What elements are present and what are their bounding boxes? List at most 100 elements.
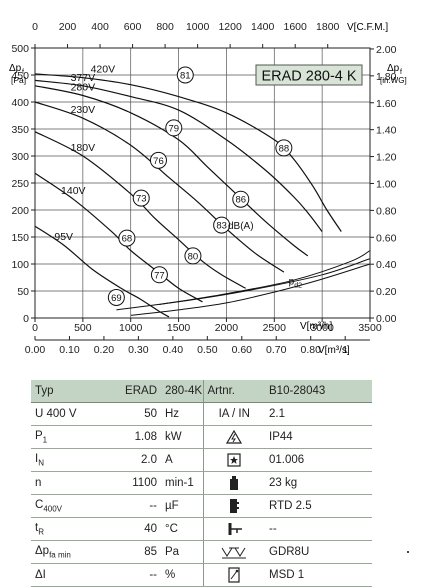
switch-icon xyxy=(225,523,243,535)
x-bottom-tick-label: 1500 xyxy=(167,322,191,334)
x-bottom2-tick-label: 0.00 xyxy=(25,344,46,356)
warning-lightning-icon xyxy=(226,430,243,444)
y-left-tick-label: 350 xyxy=(11,124,29,136)
y-right-tick-label: 0.20 xyxy=(376,286,397,298)
noise-marker-label: 73 xyxy=(136,194,147,205)
noise-marker xyxy=(232,190,250,208)
y-left-tick-label: 450 xyxy=(11,70,29,82)
y-right-tick-label: 0.60 xyxy=(376,232,397,244)
y-right-tick-label: 1.60 xyxy=(376,98,397,110)
ia-in-ratio-icon: IA / IN xyxy=(218,408,250,420)
y-right-tick-label: 1.20 xyxy=(376,152,397,164)
row-unit: Pa xyxy=(161,540,204,564)
table-row: IN 2.0 A 01.006 xyxy=(31,448,372,472)
y-right-tick-label: 0.80 xyxy=(376,205,397,217)
y-right-label-unit: [in.WG] xyxy=(380,76,407,85)
annotation-label: dB(A) xyxy=(228,221,254,232)
x-bottom-tick-label: 0 xyxy=(32,322,38,334)
noise-marker-label: 69 xyxy=(111,293,122,304)
noise-marker xyxy=(132,189,150,207)
fan-curve-95v xyxy=(34,225,170,318)
row-label-sub: 1 xyxy=(42,435,48,445)
table-body: U 400 V 50 Hz IA / IN 2.1 P1 1.08 kW IP44 IN 2.0 A 0… xyxy=(31,402,372,587)
x-top-tick-label: 1000 xyxy=(186,21,210,33)
noise-marker-label: 79 xyxy=(168,123,179,134)
row-icon-cell xyxy=(203,471,265,495)
row-right-value: -- xyxy=(265,517,372,541)
y-right-tick-label: 1.80 xyxy=(376,71,397,83)
y-left-label-dp: Δp xyxy=(9,63,22,74)
y-right-tick-label: 0.40 xyxy=(376,259,397,271)
row-value: -- xyxy=(113,494,161,518)
y-left-label-unit: [Pa] xyxy=(11,75,26,85)
table-header-row: Typ ERAD 280-4K Artnr. B10-28043 xyxy=(31,380,372,403)
row-icon-cell xyxy=(203,448,265,472)
noise-marker-label: 68 xyxy=(122,234,133,245)
row-icon-cell xyxy=(203,540,265,564)
y-left-label-sub: f xyxy=(22,69,24,76)
row-label: ΔI xyxy=(31,563,113,587)
fan-curve-label: 280V xyxy=(71,82,96,94)
dba-curve xyxy=(159,250,371,305)
spec-table: Typ ERAD 280-4K Artnr. B10-28043 U 400 V… xyxy=(31,380,372,587)
row-label: Δpfa min xyxy=(31,540,113,564)
fan-curve-label: 95V xyxy=(54,231,73,243)
fan-curve-label: 230V xyxy=(71,104,96,116)
x-bottom-tick-label: 2000 xyxy=(215,322,239,334)
header-artnr: Artnr. xyxy=(203,380,265,403)
row-label: n xyxy=(31,471,113,495)
noise-marker-label: 80 xyxy=(188,251,199,262)
x-bottom-tick-label: 3500 xyxy=(358,322,382,334)
row-value: 50 xyxy=(113,402,161,426)
noise-marker-label: 81 xyxy=(180,71,191,82)
row-right-value: 23 kg xyxy=(265,471,372,495)
row-icon-cell xyxy=(203,494,265,518)
row-unit: °C xyxy=(161,517,204,541)
thermal-contact-icon xyxy=(227,499,241,513)
x-top-label: V[C.F.M.] xyxy=(347,22,388,33)
row-label-text: C xyxy=(35,498,44,511)
row-label: C400V xyxy=(31,494,113,518)
noise-marker-label: 86 xyxy=(235,195,246,206)
x-bottom-tick-label: 1000 xyxy=(119,322,143,334)
row-label: U 400 V xyxy=(31,402,113,426)
x-bottom2-label: V[m³/s] xyxy=(318,345,350,356)
axis-labels: Δp f [Pa] Δp f [in.WG] V[C.F.M.] V[m³/h]… xyxy=(9,22,407,356)
row-label-text: Δp xyxy=(35,544,50,557)
table-row: U 400 V 50 Hz IA / IN 2.1 xyxy=(31,402,372,426)
table-row: n 1100 min-1 23 kg xyxy=(31,471,372,495)
table-row: P1 1.08 kW IP44 xyxy=(31,425,372,449)
x-bottom-tick-label: 3000 xyxy=(310,322,334,334)
y-right-label-dp: Δp xyxy=(387,63,400,74)
noise-marker xyxy=(176,66,194,84)
y-left-tick-label: 500 xyxy=(11,43,29,55)
x-bottom2-tick-label: 0.70 xyxy=(266,344,287,356)
y-right-tick-label: 2.00 xyxy=(376,44,397,56)
fan-curve-label: 377V xyxy=(71,72,96,84)
noise-marker-label: 77 xyxy=(154,270,165,281)
x-bottom2-tick-label: 0.20 xyxy=(94,344,115,356)
row-unit: % xyxy=(161,563,204,587)
y-left-tick-label: 50 xyxy=(17,286,29,298)
plot-frame xyxy=(34,47,371,319)
row-label-text: P xyxy=(35,429,43,442)
x-top-tick-label: 1400 xyxy=(251,21,275,33)
fan-curve-140v xyxy=(34,172,203,303)
x-bottom-tick-label: 500 xyxy=(74,322,92,334)
fan-curve-230v xyxy=(34,101,285,273)
page-dot xyxy=(407,551,409,553)
row-right-value: GDR8U xyxy=(265,540,372,564)
table-row: Δpfa min 85 Pa GDR8U xyxy=(31,540,372,564)
star-box-icon xyxy=(227,453,241,467)
row-right-value: IP44 xyxy=(265,425,372,449)
row-label-sub: N xyxy=(38,458,44,468)
y-left-tick-label: 100 xyxy=(11,259,29,271)
noise-marker-label: 88 xyxy=(279,143,290,154)
noise-marker xyxy=(149,151,167,169)
fan-curve-label: 140V xyxy=(61,185,86,197)
x-bottom2-tick-label: 0.50 xyxy=(197,344,218,356)
y-right-tick-label: 0.00 xyxy=(376,313,397,325)
row-unit: min-1 xyxy=(161,471,204,495)
